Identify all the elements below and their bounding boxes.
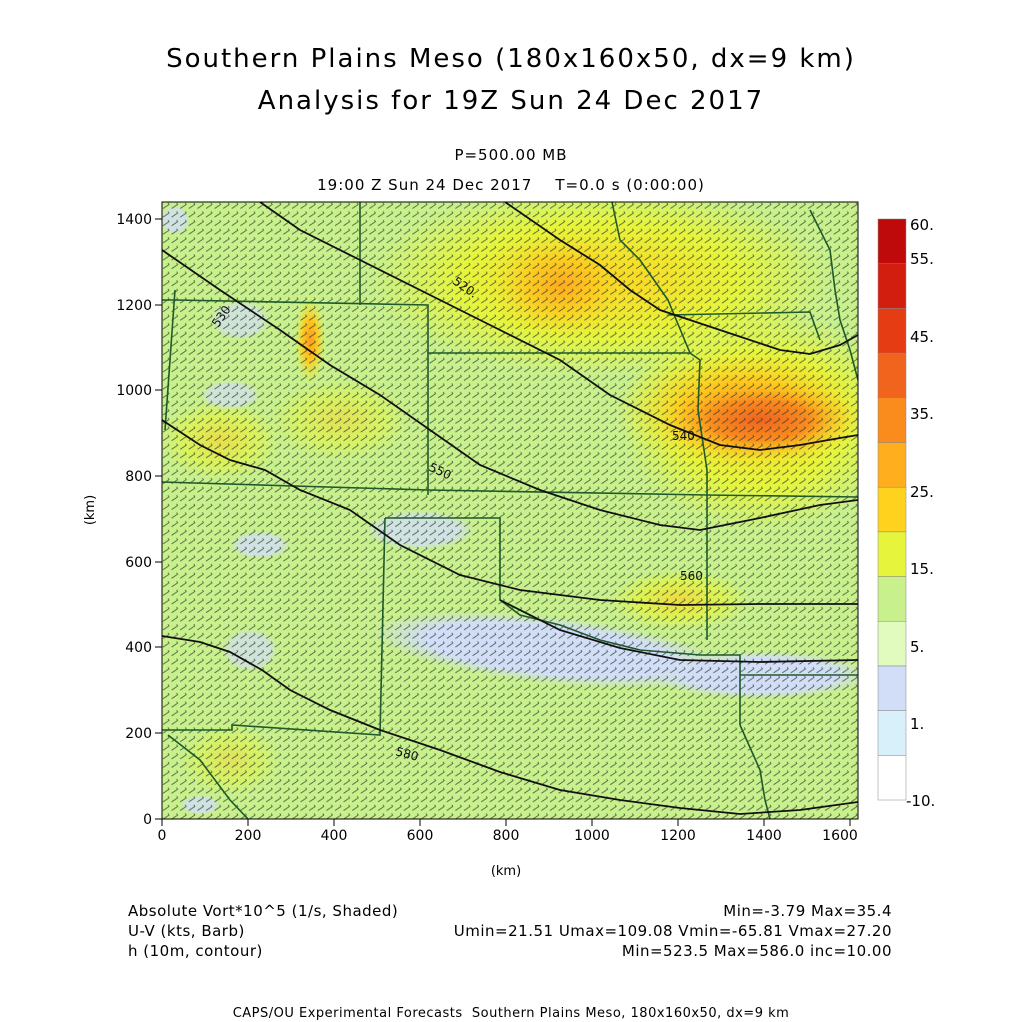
valid-time: 19:00 Z Sun 24 Dec 2017 T=0.0 s (0:00:00… [317, 176, 705, 194]
colorbar-swatch [877, 263, 907, 309]
title-line-1: Southern Plains Meso (180x160x50, dx=9 k… [166, 44, 856, 74]
y-tick-label: 1200 [116, 298, 152, 314]
y-tick-label: 800 [125, 469, 152, 485]
colorbar-label: 5. [910, 638, 924, 656]
x-tick-label: 1000 [574, 828, 610, 844]
colorbar-swatch [877, 442, 907, 488]
colorbar-swatch [877, 397, 907, 443]
colorbar-swatch [877, 755, 907, 801]
pressure-level: P=500.00 MB [454, 146, 568, 164]
y-tick-label: 1000 [116, 383, 152, 399]
colorbar [877, 218, 907, 801]
y-tick-label: 0 [143, 812, 152, 828]
y-ticks [155, 218, 162, 820]
y-tick-label: 400 [125, 640, 152, 656]
x-tick-label: 0 [158, 828, 167, 844]
colorbar-swatch [877, 486, 907, 533]
legend-height-stats: Min=523.5 Max=586.0 inc=10.00 [621, 942, 892, 960]
x-tick-label: 200 [235, 828, 262, 844]
plot-frame [161, 201, 859, 820]
colorbar-labels: 60. 55. 45. 35. 25. 15. 5. 1. -10. [906, 216, 935, 810]
y-tick-label: 1400 [116, 212, 152, 228]
x-tick-label: 400 [321, 828, 348, 844]
colorbar-swatch [877, 710, 907, 756]
x-tick-labels: 0 200 400 600 800 1000 1200 1400 1600 [158, 828, 858, 844]
colorbar-label: 55. [910, 250, 934, 268]
colorbar-swatch [877, 576, 907, 622]
x-ticks [161, 819, 851, 826]
x-tick-label: 600 [407, 828, 434, 844]
colorbar-label: -10. [906, 792, 935, 810]
colorbar-swatch [877, 665, 907, 711]
height-contours [162, 202, 858, 815]
colorbar-swatch [877, 531, 907, 577]
contour-label: 560 [680, 569, 703, 583]
legend-field-vorticity: Absolute Vort*10^5 (1/s, Shaded) [128, 902, 399, 920]
colorbar-label: 35. [910, 405, 934, 423]
y-tick-label: 600 [125, 555, 152, 571]
legend-vorticity-stats: Min=-3.79 Max=35.4 [723, 902, 892, 920]
contour-label: 580 [394, 744, 420, 763]
colorbar-label: 15. [910, 560, 934, 578]
title-line-2: Analysis for 19Z Sun 24 Dec 2017 [257, 86, 765, 116]
contour-label: 540 [672, 429, 695, 443]
colorbar-swatch [877, 620, 907, 667]
colorbar-swatch [877, 308, 907, 354]
colorbar-label: 60. [910, 216, 934, 234]
colorbar-swatch [877, 218, 907, 264]
vorticity-shading [162, 202, 858, 819]
colorbar-label: 25. [910, 483, 934, 501]
colorbar-label: 1. [910, 715, 924, 733]
x-tick-label: 800 [493, 828, 520, 844]
x-tick-label: 1600 [822, 828, 858, 844]
legend-wind-stats: Umin=21.51 Umax=109.08 Vmin=-65.81 Vmax=… [453, 922, 892, 940]
colorbar-swatch [877, 352, 907, 399]
y-axis-label: (km) [83, 495, 98, 525]
footer-credit: CAPS/OU Experimental Forecasts Southern … [232, 1006, 790, 1021]
x-tick-label: 1200 [660, 828, 696, 844]
state-borders [162, 202, 858, 819]
wind-barbs [162, 202, 858, 819]
x-tick-label: 1400 [746, 828, 782, 844]
y-tick-labels: 0 200 400 600 800 1000 1200 1400 [116, 212, 152, 828]
legend-field-height: h (10m, contour) [128, 942, 263, 960]
colorbar-label: 45. [910, 328, 934, 346]
y-tick-label: 200 [125, 726, 152, 742]
x-axis-label: (km) [491, 864, 521, 879]
legend-field-wind: U-V (kts, Barb) [128, 922, 245, 940]
